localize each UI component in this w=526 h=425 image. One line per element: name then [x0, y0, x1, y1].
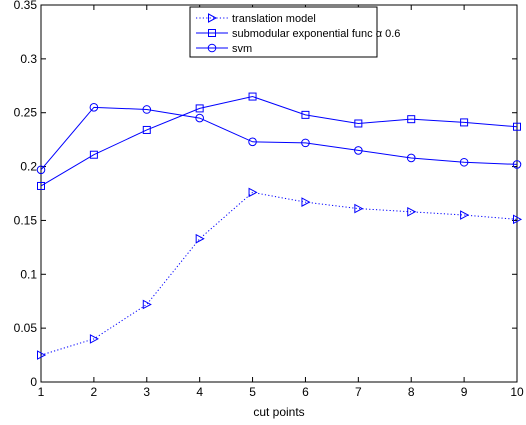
legend-label: svm	[232, 43, 252, 55]
legend-label: translation model	[232, 13, 316, 25]
y-tick-label: 0.3	[20, 52, 37, 66]
data-point	[36, 165, 46, 175]
y-tick-label: 0.25	[14, 106, 38, 120]
series-2	[36, 103, 522, 175]
data-point	[37, 181, 45, 190]
data-point	[89, 103, 99, 112]
data-point	[248, 187, 258, 198]
y-tick-label: 0.35	[14, 0, 38, 12]
plot-area: 1 2 3 4 5 6 7 8 9 10 0 0.05 0.1 0.15 0.2 0.25 0.3 0.35	[14, 0, 524, 399]
x-tick-label: 1	[38, 385, 45, 399]
plot-frame	[40, 4, 518, 383]
y-tick-label: 0.05	[14, 321, 38, 335]
data-point	[354, 203, 364, 214]
x-tick-label: 6	[302, 385, 309, 399]
data-point	[301, 197, 311, 207]
y-tick-label: 0.2	[20, 160, 37, 174]
data-point	[248, 92, 257, 101]
data-point	[459, 157, 469, 167]
data-point	[406, 153, 416, 163]
data-point	[301, 138, 310, 148]
data-point	[354, 146, 363, 155]
x-tick-label: 7	[355, 385, 362, 399]
y-tick-label: 0.1	[20, 267, 37, 281]
x-tick-label: 10	[510, 385, 524, 399]
data-point	[354, 119, 363, 128]
x-tick-label: 3	[143, 385, 150, 399]
data-point	[248, 137, 257, 147]
data-point	[301, 110, 310, 119]
legend-marker	[208, 29, 216, 37]
data-point	[513, 214, 523, 225]
data-point	[195, 233, 205, 244]
data-point	[513, 122, 521, 131]
data-point	[407, 206, 417, 217]
y-tick-label: 0	[30, 375, 37, 389]
legend-box	[189, 6, 378, 58]
data-point	[142, 125, 151, 134]
data-point	[407, 115, 416, 124]
series-1	[37, 92, 521, 190]
legend-marker	[208, 13, 218, 23]
series-line	[40, 106, 518, 171]
data-point	[195, 113, 204, 123]
data-point	[512, 160, 522, 169]
data-point	[142, 299, 152, 310]
data-point	[460, 118, 469, 127]
series-layer	[36, 92, 523, 360]
x-tick-label: 2	[91, 385, 98, 399]
x-axis-label: cut points	[253, 405, 304, 419]
legend-marker	[207, 43, 217, 53]
data-point	[89, 150, 98, 159]
legend-label: submodular exponential func α 0.6	[232, 28, 400, 40]
x-tick-label: 5	[249, 385, 256, 399]
x-tick-label: 9	[461, 385, 468, 399]
series-line	[40, 96, 518, 187]
data-point	[37, 350, 47, 360]
data-point	[142, 105, 152, 114]
x-tick-label: 8	[408, 385, 415, 399]
x-tick-label: 4	[196, 385, 203, 399]
series-line	[40, 191, 518, 356]
data-point	[195, 104, 204, 113]
legend: translation model submodular exponential …	[189, 6, 400, 58]
data-point	[460, 210, 470, 220]
y-tick-label: 0.15	[14, 213, 38, 227]
series-0	[37, 187, 523, 360]
data-point	[89, 334, 99, 344]
